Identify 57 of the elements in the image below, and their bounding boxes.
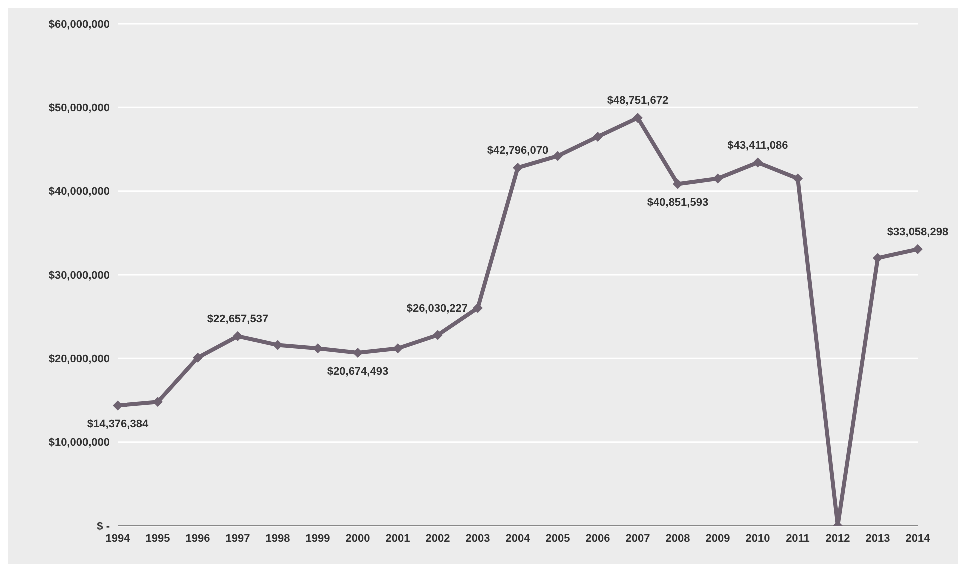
point [673, 179, 683, 190]
point [433, 330, 443, 340]
x-tick-label: 1997 [226, 532, 250, 545]
x-tick-label: 2007 [626, 532, 650, 545]
data-label: $33,058,298 [887, 226, 949, 238]
x-tick-label: 2004 [506, 532, 532, 545]
x-tick-label: 2010 [746, 532, 770, 545]
point [513, 162, 523, 173]
point [793, 174, 803, 184]
data-label: $20,674,493 [327, 366, 389, 378]
data-label: $40,851,593 [647, 197, 709, 210]
x-tick-label: 1998 [266, 532, 290, 545]
x-tick-label: 2009 [706, 532, 730, 545]
x-tick-label: 2013 [866, 532, 890, 545]
data-label: $42,796,070 [487, 144, 549, 157]
point [633, 113, 643, 124]
point [753, 158, 763, 168]
x-tick-label: 1995 [146, 532, 170, 545]
x-tick-label: 1999 [306, 532, 330, 545]
point [313, 344, 323, 354]
y-tick-label: $40,000,000 [48, 186, 110, 198]
y-tick-label: $50,000,000 [48, 102, 110, 115]
point [233, 331, 243, 342]
x-tick-label: 2000 [346, 532, 370, 545]
point [593, 132, 603, 142]
point [273, 340, 283, 350]
data-label: $43,411,086 [728, 140, 788, 152]
point [113, 400, 123, 411]
x-tick-label: 2006 [586, 532, 610, 545]
point [553, 151, 563, 162]
data-label: $22,657,537 [207, 313, 269, 326]
point [353, 348, 363, 358]
point [393, 344, 403, 354]
data-label: $48,751,672 [607, 95, 669, 108]
data-label: $14,376,384 [87, 418, 150, 431]
x-tick-label: 2014 [906, 532, 932, 545]
x-tick-label: 1994 [106, 532, 132, 545]
x-tick-label: 2012 [826, 532, 850, 545]
x-tick-label: 2002 [426, 532, 450, 545]
y-tick-label: $60,000,000 [48, 18, 110, 31]
point [473, 303, 483, 314]
data-label: $26,030,227 [406, 303, 468, 316]
point [913, 244, 923, 254]
x-tick-label: 1996 [186, 532, 210, 545]
x-tick-label: 2008 [666, 532, 690, 545]
point [153, 397, 163, 408]
point [193, 352, 203, 363]
y-tick-label: $ - [97, 520, 110, 533]
x-tick-label: 2011 [786, 532, 810, 545]
point [713, 174, 723, 184]
x-tick-label: 2005 [546, 532, 570, 545]
y-tick-label: $30,000,000 [48, 270, 110, 282]
x-tick-label: 2001 [386, 532, 410, 545]
y-tick-label: $20,000,000 [48, 354, 110, 366]
x-tick-label: 2003 [466, 532, 490, 545]
y-tick-label: $10,000,000 [48, 437, 110, 450]
point [873, 253, 883, 264]
